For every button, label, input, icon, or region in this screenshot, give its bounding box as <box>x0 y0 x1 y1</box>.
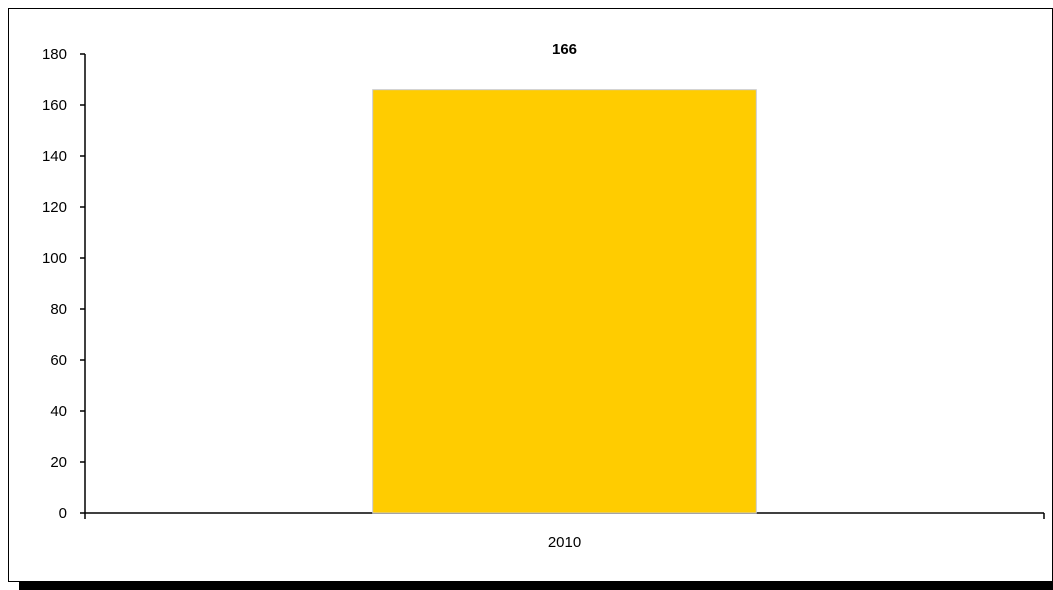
x-tick-label: 2010 <box>548 534 581 551</box>
y-tick-label: 180 <box>42 46 67 63</box>
y-tick-label: 160 <box>42 97 67 114</box>
data-label: 166 <box>552 41 577 58</box>
bar-2010 <box>372 89 757 514</box>
x-axis: 2010 <box>84 512 1045 551</box>
y-tick-label: 120 <box>42 199 67 216</box>
data-labels: 166 <box>552 41 577 58</box>
y-tick-label: 0 <box>59 505 67 522</box>
bars <box>372 89 757 514</box>
y-tick-label: 140 <box>42 148 67 165</box>
y-tick-label: 60 <box>50 352 67 369</box>
y-axis: 0 20 40 60 80 100 120 140 160 180 <box>42 46 86 522</box>
y-tick-label: 80 <box>50 301 67 318</box>
chart-frame-shadow <box>19 582 1053 590</box>
y-tick-label: 20 <box>50 454 67 471</box>
y-tick-label: 100 <box>42 250 67 267</box>
y-tick-label: 40 <box>50 403 67 420</box>
